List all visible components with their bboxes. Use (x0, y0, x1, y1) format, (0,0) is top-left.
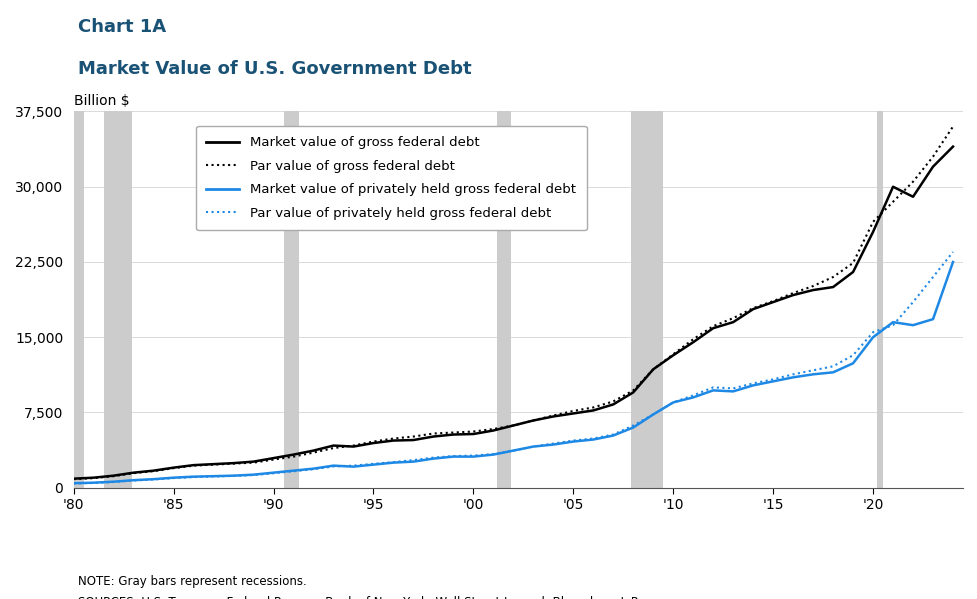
Text: SOURCES: U.S. Treasury; Federal Reserve Bank of New York; Wall Street Journal; B: SOURCES: U.S. Treasury; Federal Reserve … (78, 596, 643, 599)
Text: Billion $: Billion $ (73, 93, 129, 108)
Bar (876, 111, 882, 488)
Bar (283, 111, 299, 488)
Text: NOTE: Gray bars represent recessions.: NOTE: Gray bars represent recessions. (78, 575, 307, 588)
Bar (104, 111, 132, 488)
Bar (497, 111, 511, 488)
Bar (630, 111, 662, 488)
Bar (73, 111, 84, 488)
Text: Market Value of U.S. Government Debt: Market Value of U.S. Government Debt (78, 60, 471, 78)
Text: Chart 1A: Chart 1A (78, 18, 166, 36)
Legend: Market value of gross federal debt, Par value of gross federal debt, Market valu: Market value of gross federal debt, Par … (195, 126, 586, 231)
